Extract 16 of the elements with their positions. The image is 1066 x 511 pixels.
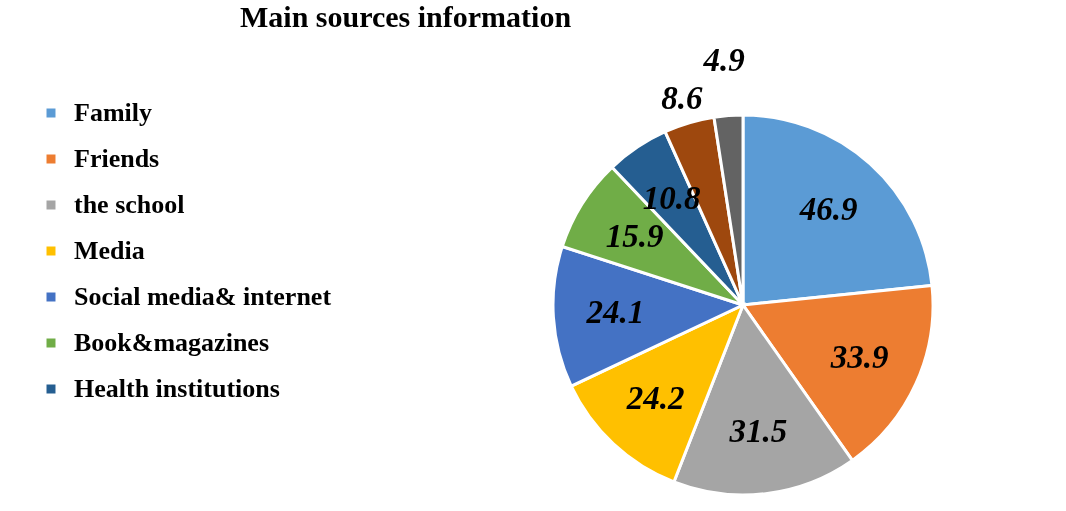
legend-label: Book&magazines	[74, 328, 269, 357]
chart-title: Main sources information	[240, 0, 572, 33]
legend-label: Family	[74, 98, 152, 127]
data-label: 31.5	[728, 413, 788, 450]
data-label: 33.9	[829, 339, 889, 376]
data-label: 8.6	[661, 79, 704, 116]
legend-label: Media	[74, 236, 145, 265]
data-label: 4.9	[702, 41, 745, 78]
data-label: 24.2	[625, 379, 685, 416]
legend-label: Social media& internet	[74, 282, 332, 311]
legend-label: Friends	[74, 144, 160, 173]
legend-label: Health institutions	[74, 374, 280, 403]
data-label: 46.9	[798, 190, 858, 227]
legend-label: the school	[74, 190, 185, 219]
data-label: 24.1	[585, 294, 645, 331]
data-label: 15.9	[605, 217, 664, 254]
